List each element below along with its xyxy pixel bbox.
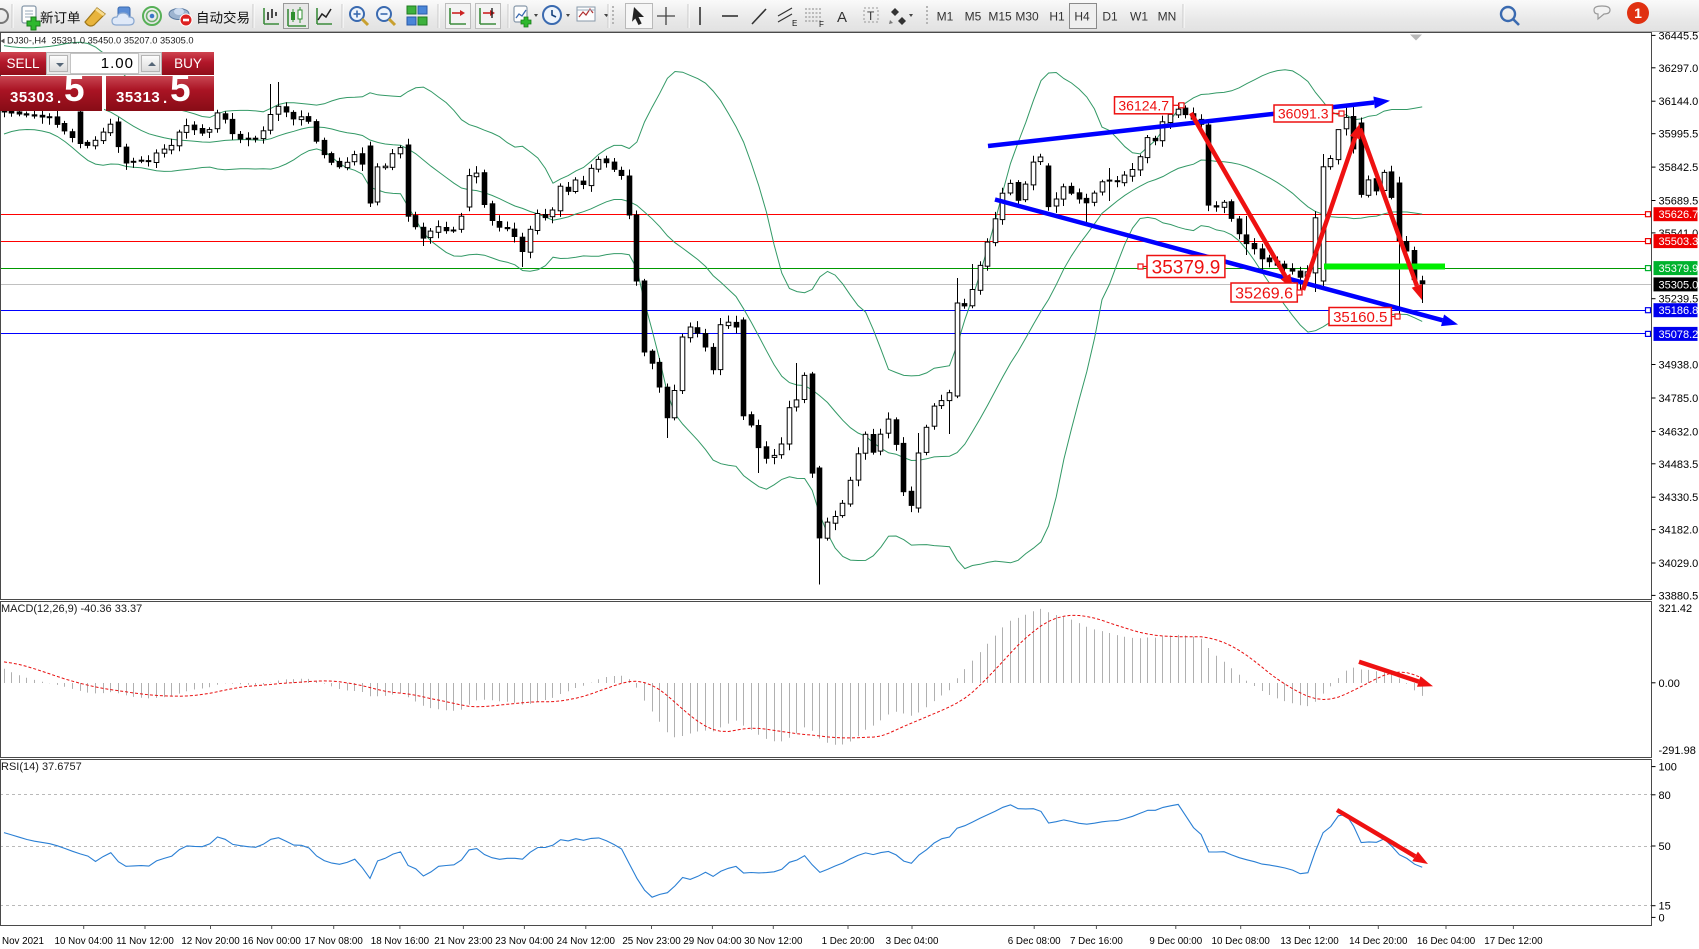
- svg-text:M5: M5: [965, 10, 982, 24]
- svg-text:-291.98: -291.98: [1659, 745, 1696, 757]
- svg-text:35626.7: 35626.7: [1659, 209, 1699, 221]
- svg-text:13 Dec 12:00: 13 Dec 12:00: [1280, 936, 1339, 947]
- svg-text:15: 15: [1659, 901, 1671, 913]
- svg-text:MN: MN: [1158, 10, 1177, 24]
- svg-text:35503.3: 35503.3: [1659, 236, 1699, 248]
- svg-text:H4: H4: [1074, 10, 1090, 24]
- svg-text:W1: W1: [1130, 10, 1148, 24]
- svg-text:0.00: 0.00: [1659, 678, 1680, 690]
- svg-text:0: 0: [1659, 912, 1665, 924]
- svg-text:M15: M15: [988, 10, 1012, 24]
- svg-text:21 Nov 23:00: 21 Nov 23:00: [434, 936, 493, 947]
- svg-text:30 Nov 12:00: 30 Nov 12:00: [744, 936, 803, 947]
- svg-text:9 Dec 00:00: 9 Dec 00:00: [1149, 936, 1202, 947]
- svg-text:35078.2: 35078.2: [1659, 329, 1699, 341]
- svg-text:7 Dec 16:00: 7 Dec 16:00: [1070, 936, 1123, 947]
- svg-text:25 Nov 23:00: 25 Nov 23:00: [622, 936, 681, 947]
- svg-text:18 Nov 16:00: 18 Nov 16:00: [371, 936, 430, 947]
- svg-text:14 Dec 20:00: 14 Dec 20:00: [1349, 936, 1408, 947]
- svg-text:M1: M1: [937, 10, 954, 24]
- svg-text:35379.9: 35379.9: [1659, 263, 1699, 275]
- svg-text:35186.8: 35186.8: [1659, 305, 1699, 317]
- svg-text:50: 50: [1659, 841, 1671, 853]
- svg-text:36297.0: 36297.0: [1659, 63, 1699, 75]
- svg-text:RSI(14) 37.6757: RSI(14) 37.6757: [1, 761, 82, 773]
- svg-text:33880.5: 33880.5: [1659, 590, 1699, 602]
- svg-text:MACD(12,26,9) -40.36 33.37: MACD(12,26,9) -40.36 33.37: [1, 603, 142, 615]
- svg-text:35842.5: 35842.5: [1659, 162, 1699, 174]
- svg-text:16 Nov 00:00: 16 Nov 00:00: [243, 936, 302, 947]
- svg-text:10 Dec 08:00: 10 Dec 08:00: [1212, 936, 1271, 947]
- svg-text:17 Dec 12:00: 17 Dec 12:00: [1484, 936, 1543, 947]
- svg-text:35239.5: 35239.5: [1659, 294, 1699, 306]
- svg-text:34785.0: 34785.0: [1659, 393, 1699, 405]
- svg-text:34330.5: 34330.5: [1659, 492, 1699, 504]
- svg-text:100: 100: [1659, 762, 1677, 774]
- svg-text:34029.0: 34029.0: [1659, 558, 1699, 570]
- svg-text:12 Nov 20:00: 12 Nov 20:00: [181, 936, 240, 947]
- svg-text:321.42: 321.42: [1659, 603, 1693, 615]
- svg-text:D1: D1: [1102, 10, 1118, 24]
- svg-text:34632.0: 34632.0: [1659, 426, 1699, 438]
- svg-text:36144.0: 36144.0: [1659, 96, 1699, 108]
- svg-text:36091.3: 36091.3: [1278, 106, 1329, 122]
- svg-text:16 Dec 04:00: 16 Dec 04:00: [1417, 936, 1476, 947]
- svg-text:10 Nov 04:00: 10 Nov 04:00: [55, 936, 114, 947]
- svg-text:29 Nov 04:00: 29 Nov 04:00: [683, 936, 742, 947]
- svg-text:E: E: [792, 19, 797, 28]
- svg-text:36124.7: 36124.7: [1118, 97, 1169, 113]
- svg-text:17 Nov 08:00: 17 Nov 08:00: [305, 936, 364, 947]
- svg-text:36445.5: 36445.5: [1659, 30, 1699, 42]
- svg-text:1: 1: [1634, 5, 1642, 21]
- svg-text:3 Dec 04:00: 3 Dec 04:00: [886, 936, 939, 947]
- svg-text:34483.5: 34483.5: [1659, 459, 1699, 471]
- svg-text:80: 80: [1659, 790, 1671, 802]
- svg-text:Nov 2021: Nov 2021: [2, 936, 44, 947]
- svg-text:34182.0: 34182.0: [1659, 525, 1699, 537]
- svg-text:M30: M30: [1015, 10, 1039, 24]
- svg-text:DJ30-,H4 35391.0 35450.0 3520: DJ30-,H4 35391.0 35450.0 35207.0 35305.0: [7, 36, 194, 46]
- svg-text:35689.5: 35689.5: [1659, 196, 1699, 208]
- svg-text:35269.6: 35269.6: [1235, 285, 1293, 302]
- svg-text:6 Dec 08:00: 6 Dec 08:00: [1008, 936, 1061, 947]
- svg-text:35379.9: 35379.9: [1152, 257, 1221, 278]
- svg-text:A: A: [837, 9, 847, 26]
- svg-text:T: T: [867, 9, 875, 23]
- svg-text:11 Nov 12:00: 11 Nov 12:00: [116, 936, 174, 947]
- svg-text:35305.0: 35305.0: [1659, 279, 1699, 291]
- svg-text:35160.5: 35160.5: [1333, 309, 1387, 326]
- svg-text:34938.0: 34938.0: [1659, 360, 1699, 372]
- svg-text:H1: H1: [1049, 10, 1065, 24]
- svg-text:35995.5: 35995.5: [1659, 129, 1699, 141]
- svg-text:F: F: [819, 20, 824, 29]
- svg-text:24 Nov 12:00: 24 Nov 12:00: [557, 936, 616, 947]
- svg-text:1 Dec 20:00: 1 Dec 20:00: [822, 936, 875, 947]
- svg-text:23 Nov 04:00: 23 Nov 04:00: [495, 936, 554, 947]
